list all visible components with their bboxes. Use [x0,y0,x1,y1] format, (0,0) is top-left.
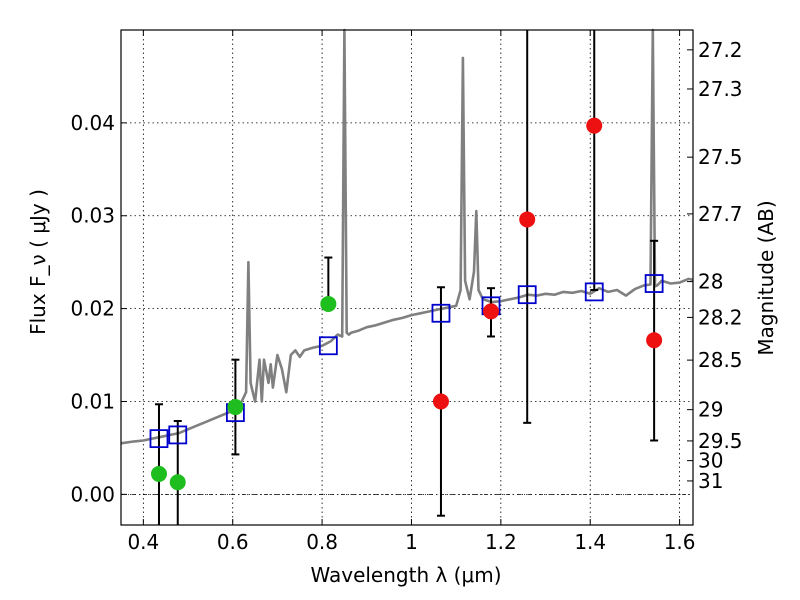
sed-spectrum-line [120,28,694,445]
model-band-points [149,274,664,449]
model-band-square [149,429,169,449]
x-tick-label: 1.2 [485,530,517,554]
red-photometry-point [432,393,449,410]
magnitude-tick-label: 27.3 [698,77,743,101]
y-axis-label: Flux F_ν ( μJy ) [26,189,50,335]
model-band-square [517,285,537,305]
magnitude-tick-label: 29 [698,398,723,422]
x-tick-label: 0.6 [217,530,249,554]
model-band-square [584,282,604,302]
model-band-square [318,336,338,356]
model-band-square [168,425,188,445]
y-tick-label: 0.01 [70,389,115,413]
magnitude-tick-label: 31 [698,469,723,493]
green-photometry-point [320,295,337,312]
y-axis-ticks: 0.00 0.01 0.02 0.03 0.04 [70,111,127,506]
x-tick-label: 0.4 [127,530,159,554]
y-tick-label: 0.04 [70,111,115,135]
green-photometry-point [150,465,167,482]
red-photometry-point [483,303,500,320]
magnitude-tick-label: 28.5 [698,348,743,372]
sed-spectrum-layer [120,28,694,445]
red-photometry-point [646,332,663,349]
x-axis-label: Wavelength λ (μm) [310,563,501,587]
x-tick-label: 1 [405,530,418,554]
plot-frame [120,29,694,526]
photometry-points [150,117,663,491]
magnitude-tick-label: 27.7 [698,202,743,226]
green-photometry-point [169,474,186,491]
green-photometry-point [227,399,244,416]
error-bars [154,30,659,525]
red-photometry-point [586,117,603,134]
magnitude-tick-label: 29.5 [698,429,743,453]
magnitude-tick-label: 27.2 [698,38,743,62]
y-tick-label: 0.02 [70,297,115,321]
y-tick-label: 0.03 [70,204,115,228]
magnitude-tick-label: 28.2 [698,305,743,329]
model-band-square [644,274,664,293]
magnitude-tick-label: 27.5 [698,145,743,169]
x-tick-label: 0.8 [306,530,338,554]
magnitude-tick-label: 28 [698,270,723,294]
x-tick-label: 1.4 [574,530,606,554]
y-tick-label: 0.00 [70,482,115,506]
red-photometry-point [519,211,536,228]
model-band-square [431,303,451,323]
magnitude-tick-label: 30 [698,449,723,473]
magnitude-axis-label: Magnitude (AB) [754,200,778,355]
grid [121,30,693,525]
x-axis-ticks: 0.4 0.6 0.8 1 1.2 1.4 1.6 [127,30,696,554]
x-tick-label: 1.6 [664,530,696,554]
